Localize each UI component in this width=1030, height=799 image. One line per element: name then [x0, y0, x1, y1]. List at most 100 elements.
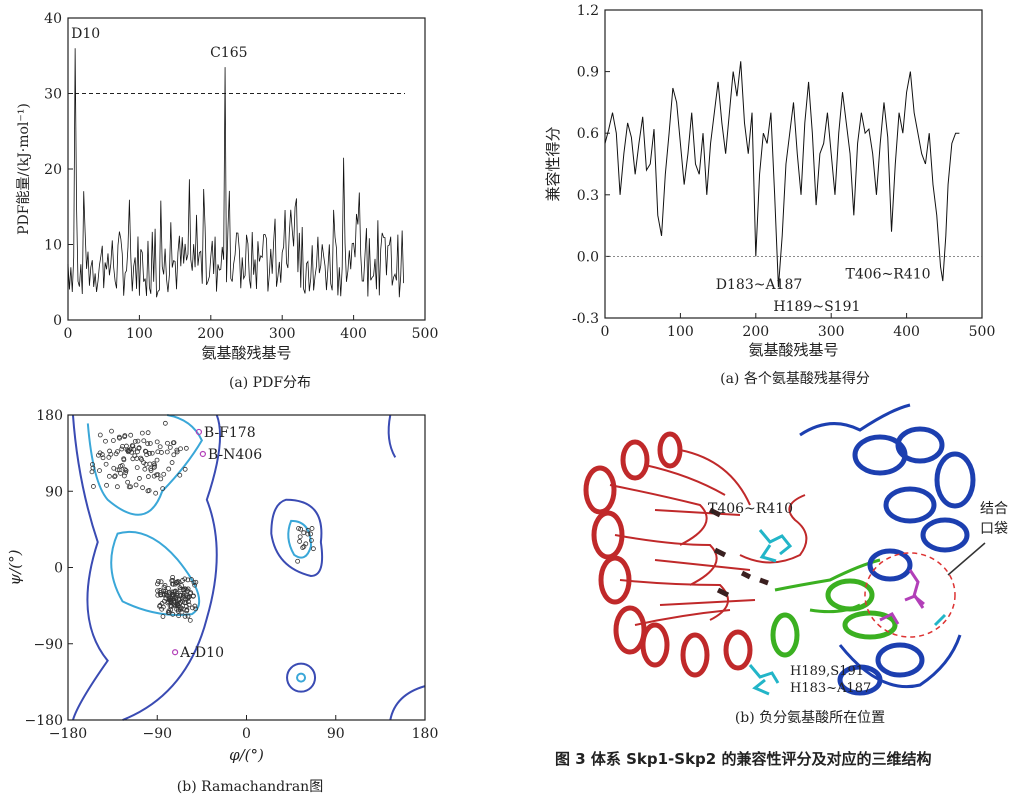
y-tick-label: −180	[25, 713, 63, 729]
data-point	[305, 531, 311, 537]
structure-caption: (b) 负分氨基酸所在位置	[734, 710, 886, 726]
data-point	[173, 595, 179, 601]
annotation-a-d10: A-D10	[179, 645, 224, 661]
label-pocket-2: 口袋	[980, 521, 1008, 537]
x-tick-label: 180	[412, 726, 439, 742]
data-point	[166, 586, 171, 591]
data-point	[145, 488, 151, 494]
annotation-d10: D10	[71, 26, 100, 42]
data-point	[116, 434, 122, 440]
data-point	[100, 455, 106, 461]
x-tick-label: 500	[969, 324, 996, 340]
score-chart: 0 100 200 300 400 500 -0.3 0.0 0.3 0.6 0.9 1.2 氨基酸残基…	[544, 3, 996, 359]
data-point	[178, 593, 184, 598]
data-point	[147, 451, 153, 456]
y-tick-label: 0	[54, 561, 63, 577]
data-point	[166, 608, 172, 614]
data-point	[147, 461, 153, 467]
data-point	[158, 591, 163, 597]
data-point	[168, 598, 174, 603]
data-point	[133, 482, 139, 488]
data-point	[131, 446, 136, 452]
data-point	[137, 476, 142, 481]
data-point	[103, 438, 108, 444]
data-point	[143, 449, 149, 454]
outer-contour	[71, 414, 222, 721]
pdf-series-line	[67, 48, 404, 298]
data-point	[177, 605, 183, 610]
data-point	[183, 445, 189, 451]
data-point	[170, 440, 176, 446]
data-point	[104, 482, 109, 488]
x-tick-label: 0	[242, 726, 251, 742]
data-point	[136, 445, 142, 451]
data-point	[185, 613, 191, 619]
data-point	[183, 604, 189, 609]
data-point	[182, 466, 188, 472]
data-point	[175, 579, 181, 584]
data-point	[151, 464, 157, 470]
data-point	[151, 473, 157, 479]
data-point	[169, 578, 175, 583]
edge-contour	[389, 685, 426, 721]
data-point	[122, 433, 128, 439]
y-axis-label: ψ/(°)	[6, 549, 24, 585]
plot-frame	[604, 9, 983, 319]
data-point	[309, 526, 315, 531]
data-point	[161, 471, 167, 477]
data-point	[155, 581, 160, 587]
data-point	[295, 558, 301, 564]
data-point	[91, 484, 96, 489]
data-point	[121, 473, 127, 479]
data-point	[163, 588, 168, 594]
left-handed-inner	[287, 519, 312, 559]
data-point	[119, 463, 125, 468]
data-point	[170, 574, 176, 580]
label-h189: H189,S191	[790, 664, 864, 679]
data-point	[152, 462, 158, 468]
data-point	[110, 438, 116, 443]
data-point	[176, 613, 182, 619]
pocket-pointer	[947, 542, 986, 576]
data-point	[142, 466, 148, 472]
red-loops	[609, 449, 808, 626]
data-point	[155, 592, 161, 598]
inner-contour-alpha	[110, 530, 201, 616]
data-point	[193, 579, 199, 585]
data-point	[186, 599, 191, 605]
data-point	[164, 449, 170, 455]
y-tick-label: 10	[44, 238, 62, 254]
data-point	[170, 611, 176, 617]
data-point	[185, 577, 191, 583]
data-point	[160, 614, 166, 619]
pdf-caption: (a) PDF分布	[228, 375, 312, 391]
data-point	[145, 474, 151, 479]
data-point	[90, 465, 96, 471]
data-point	[165, 599, 171, 604]
data-point	[109, 428, 114, 434]
x-tick-label: 300	[269, 326, 296, 342]
data-point	[158, 579, 164, 585]
data-point	[171, 581, 176, 587]
data-point	[135, 449, 140, 455]
highlight-point	[172, 649, 179, 656]
data-point	[119, 446, 125, 452]
x-tick-label: −90	[142, 726, 172, 742]
x-tick-label: 0	[64, 326, 73, 342]
data-point	[128, 432, 134, 438]
data-point	[148, 466, 154, 472]
cyan-residues	[748, 529, 947, 696]
data-point	[114, 484, 120, 490]
data-point	[301, 530, 307, 536]
data-point	[153, 490, 159, 496]
label-t406: T406~R410	[708, 501, 793, 517]
data-point	[185, 586, 191, 592]
score-caption: (a) 各个氨基酸残基得分	[720, 371, 870, 387]
left-handed-outer	[270, 498, 324, 577]
data-point	[303, 541, 309, 547]
data-point	[169, 460, 175, 465]
data-point	[90, 462, 95, 467]
blue-domain	[799, 403, 976, 696]
data-point	[125, 479, 131, 485]
y-tick-label: 180	[36, 408, 63, 424]
